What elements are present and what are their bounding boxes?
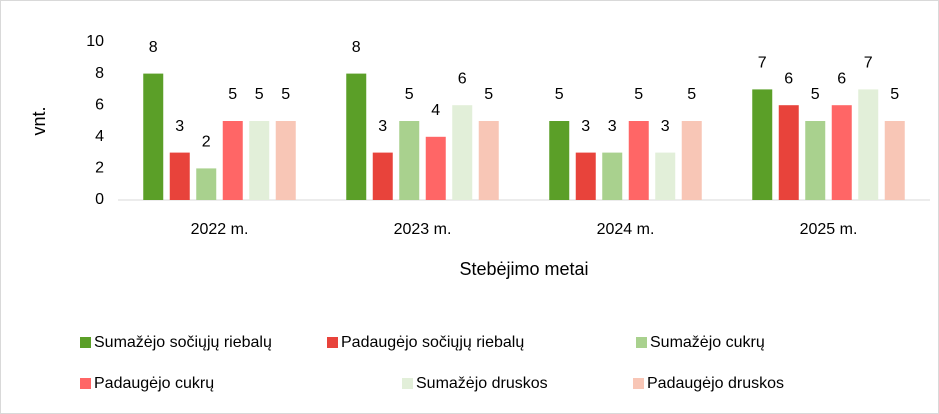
- data-label: 4: [431, 102, 440, 119]
- data-label: 3: [378, 118, 387, 135]
- bar: [478, 121, 499, 200]
- data-label: 5: [811, 86, 820, 103]
- legend-label: Sumažėjo sočiųjų riebalų: [94, 334, 272, 351]
- bar: [655, 152, 676, 200]
- x-tick-label: 2025 m.: [800, 221, 858, 238]
- data-label: 3: [608, 118, 617, 135]
- bar: [549, 121, 570, 200]
- bar: [372, 152, 393, 200]
- y-axis-title: vnt.: [29, 106, 49, 135]
- x-tick-label: 2023 m.: [394, 221, 452, 238]
- legend-label: Sumažėjo cukrų: [650, 334, 765, 351]
- data-label: 3: [581, 118, 590, 135]
- bar: [346, 73, 367, 200]
- bar: [602, 152, 623, 200]
- data-label: 2: [202, 134, 211, 151]
- data-label: 6: [784, 70, 793, 87]
- data-label: 3: [175, 118, 184, 135]
- data-label: 3: [661, 118, 670, 135]
- bar: [778, 105, 799, 200]
- legend-label: Padaugėjo cukrų: [94, 375, 214, 392]
- data-label: 8: [352, 39, 361, 56]
- bar: [858, 89, 879, 200]
- data-label: 5: [634, 86, 643, 103]
- data-label: 5: [255, 86, 264, 103]
- data-label: 5: [687, 86, 696, 103]
- x-tick-label: 2022 m.: [191, 221, 249, 238]
- data-label: 6: [837, 70, 846, 87]
- bar: [452, 105, 473, 200]
- data-label: 5: [281, 86, 290, 103]
- data-label: 7: [864, 55, 873, 72]
- x-tick-label: 2024 m.: [597, 221, 655, 238]
- y-tick-label: 10: [86, 33, 104, 50]
- legend-swatch: [327, 337, 338, 348]
- legend-swatch: [80, 378, 91, 389]
- legend-label: Sumažėjo druskos: [416, 375, 548, 392]
- bar: [752, 89, 773, 200]
- bar: [681, 121, 702, 200]
- bar: [884, 121, 905, 200]
- y-tick-label: 8: [95, 65, 104, 82]
- bar: [169, 152, 190, 200]
- bar: [222, 121, 243, 200]
- legend-label: Padaugėjo druskos: [647, 375, 784, 392]
- bar: [628, 121, 649, 200]
- legend-swatch: [636, 337, 647, 348]
- legend-swatch: [80, 337, 91, 348]
- data-label: 5: [228, 86, 237, 103]
- data-label: 7: [758, 55, 767, 72]
- legend-swatch: [402, 378, 413, 389]
- data-label: 8: [149, 39, 158, 56]
- y-tick-label: 2: [95, 160, 104, 177]
- bar: [831, 105, 852, 200]
- x-axis-title: Stebėjimo metai: [459, 259, 588, 279]
- data-label: 5: [405, 86, 414, 103]
- bar: [575, 152, 596, 200]
- data-label: 5: [890, 86, 899, 103]
- bar: [249, 121, 270, 200]
- data-label: 6: [458, 70, 467, 87]
- legend-swatch: [633, 378, 644, 389]
- y-tick-label: 0: [95, 191, 104, 208]
- bar: [275, 121, 296, 200]
- data-label: 5: [555, 86, 564, 103]
- bar: [399, 121, 420, 200]
- legend-label: Padaugėjo sočiųjų riebalų: [341, 334, 524, 351]
- bar: [143, 73, 164, 200]
- bar: [425, 136, 446, 200]
- bar: [196, 168, 217, 200]
- y-tick-label: 4: [95, 128, 104, 145]
- y-tick-label: 6: [95, 96, 104, 113]
- bar: [805, 121, 826, 200]
- data-label: 5: [484, 86, 493, 103]
